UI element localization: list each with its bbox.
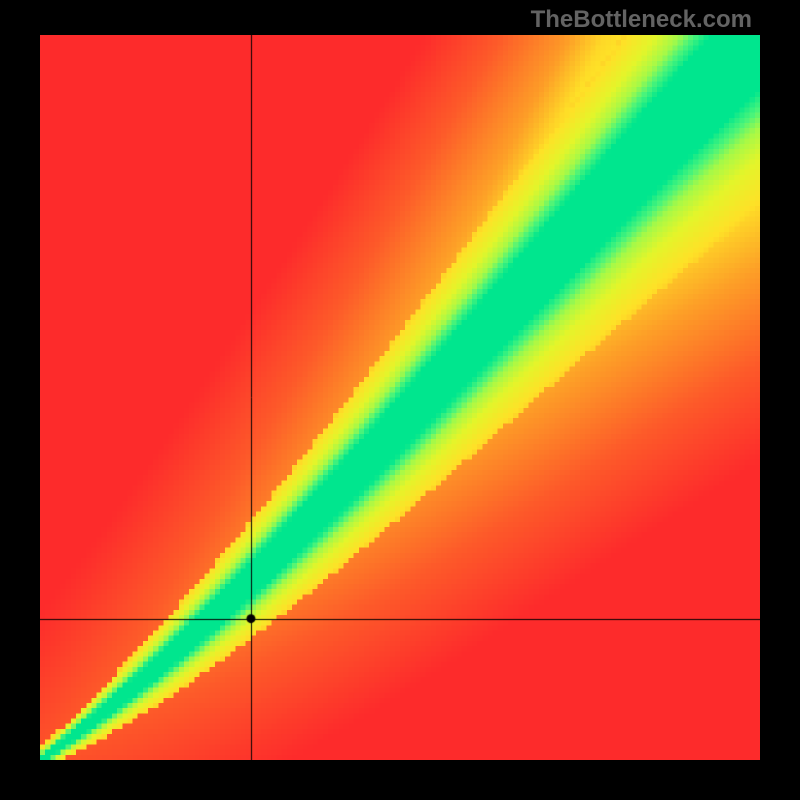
watermark-text: TheBottleneck.com: [531, 6, 752, 34]
bottleneck-heatmap: [40, 35, 760, 760]
chart-container: TheBottleneck.com: [0, 0, 800, 800]
